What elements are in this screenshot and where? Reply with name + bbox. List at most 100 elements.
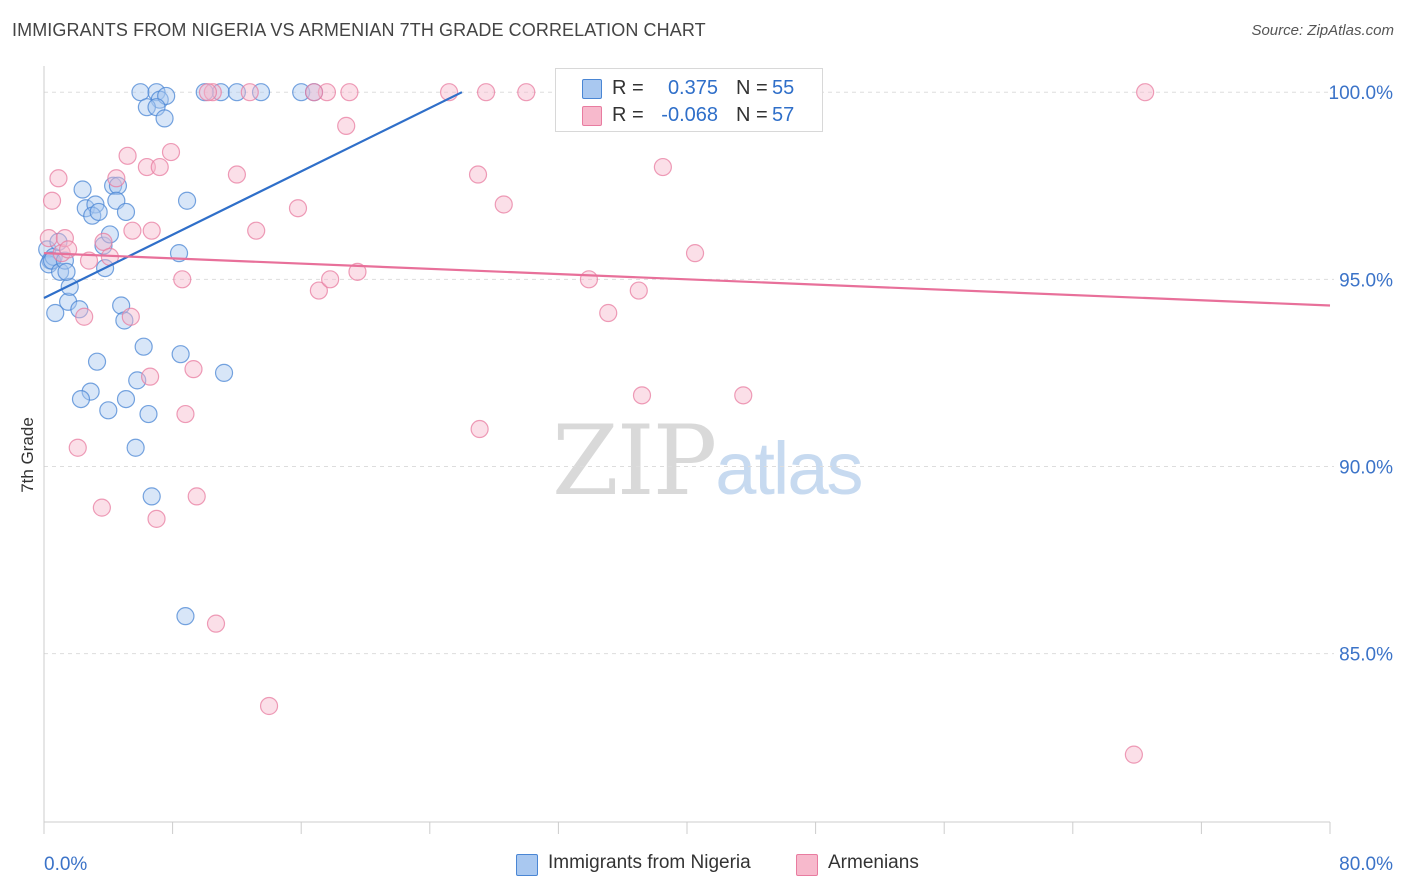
armenians-point	[68, 438, 87, 457]
armenians-point	[247, 221, 266, 240]
armenians-point	[123, 221, 142, 240]
x-tick-label: 80.0%	[1339, 854, 1393, 875]
armenians-point	[476, 83, 496, 102]
armenians-point	[184, 360, 203, 379]
armenians-point	[203, 83, 222, 102]
armenians-point	[121, 307, 140, 326]
armenians-point	[470, 419, 489, 439]
armenians-point	[75, 307, 94, 326]
legend-armenians-swatch	[796, 854, 818, 876]
nigeria-point	[142, 487, 161, 506]
y-tick-label: 85.0%	[1339, 645, 1393, 666]
stats-legend: R = 0.375 N = 55 R = -0.068 N = 57	[555, 68, 823, 132]
nigeria-point	[126, 438, 145, 457]
x-tick-label: 0.0%	[44, 854, 87, 875]
armenians-point	[79, 251, 99, 270]
armenians-point	[340, 83, 359, 102]
armenians-point	[206, 614, 226, 633]
armenians-point	[227, 165, 246, 184]
armenians-point	[304, 83, 324, 102]
nigeria-point	[134, 337, 153, 356]
nigeria-point	[227, 83, 246, 102]
nigeria-point	[50, 262, 70, 281]
nigeria-point	[71, 389, 91, 409]
y-tick-label: 100.0%	[1329, 83, 1394, 104]
armenians-swatch	[582, 106, 602, 126]
armenians-point	[337, 116, 356, 135]
armenians-point	[147, 509, 166, 528]
nigeria-n-label: N =	[736, 77, 768, 99]
armenians-point	[240, 83, 259, 102]
armenians-point	[1124, 745, 1143, 764]
nigeria-point	[100, 225, 120, 244]
nigeria-point	[177, 191, 197, 210]
legend-nigeria-label: Immigrants from Nigeria	[548, 852, 751, 873]
nigeria-swatch	[582, 79, 602, 99]
armenians-trend-line	[43, 252, 1331, 307]
armenians-point	[137, 157, 156, 177]
nigeria-point	[176, 607, 195, 626]
watermark-atlas: atlas	[715, 427, 863, 510]
legend-nigeria-swatch	[516, 854, 538, 876]
armenians-point	[107, 169, 126, 188]
armenians-point	[653, 157, 672, 177]
y-tick-label: 95.0%	[1339, 270, 1393, 291]
armenians-point	[173, 270, 192, 289]
nigeria-point	[116, 202, 136, 222]
armenians-point	[94, 232, 113, 252]
armenians-r-value: -0.068	[661, 104, 718, 126]
nigeria-n-value: 55	[772, 77, 795, 99]
armenians-point	[92, 498, 111, 517]
nigeria-point	[46, 303, 65, 323]
nigeria-point	[155, 109, 174, 128]
armenians-point	[142, 221, 161, 240]
armenians-point	[39, 229, 58, 248]
watermark-zip: ZIP	[552, 405, 717, 517]
armenians-point	[140, 367, 160, 386]
armenians-r-label: R =	[612, 104, 644, 126]
nigeria-point	[214, 363, 234, 382]
armenians-point	[517, 83, 536, 102]
armenians-point	[321, 270, 340, 289]
armenians-point	[49, 169, 68, 188]
armenians-point	[176, 404, 195, 424]
nigeria-point	[137, 98, 156, 117]
armenians-point	[599, 303, 618, 323]
armenians-point	[632, 386, 652, 405]
armenians-point	[685, 244, 705, 263]
armenians-point	[187, 487, 206, 506]
armenians-point	[734, 386, 753, 405]
nigeria-point	[116, 389, 136, 409]
armenians-point	[494, 195, 513, 214]
nigeria-point	[89, 202, 108, 222]
nigeria-point	[139, 404, 158, 424]
armenians-point	[348, 262, 367, 281]
nigeria-point	[131, 83, 150, 102]
armenians-point	[118, 146, 137, 165]
armenians-point	[317, 83, 337, 102]
nigeria-point	[292, 83, 311, 102]
stats-legend-row-armenians: R = -0.068 N = 57	[556, 102, 822, 128]
armenians-point	[309, 281, 328, 300]
nigeria-point	[60, 277, 79, 296]
armenians-point	[259, 696, 279, 716]
nigeria-point	[73, 180, 92, 199]
watermark: ZIPatlas	[552, 405, 864, 517]
chart-title: IMMIGRANTS FROM NIGERIA VS ARMENIAN 7TH …	[12, 20, 706, 40]
armenians-point	[629, 281, 648, 300]
nigeria-point	[108, 176, 128, 195]
armenians-point	[150, 157, 169, 177]
nigeria-point	[87, 352, 107, 371]
armenians-point	[579, 270, 599, 289]
stats-legend-row-nigeria: R = 0.375 N = 55	[556, 75, 822, 101]
nigeria-point	[57, 262, 76, 281]
nigeria-point	[99, 401, 118, 420]
nigeria-point	[171, 345, 190, 364]
armenians-point	[1136, 83, 1155, 102]
armenians-point	[161, 142, 181, 162]
legend-armenians-label: Armenians	[828, 852, 919, 873]
armenians-point	[55, 229, 74, 248]
armenians-point	[288, 199, 308, 218]
source-label: Source: ZipAtlas.com	[1251, 22, 1394, 39]
